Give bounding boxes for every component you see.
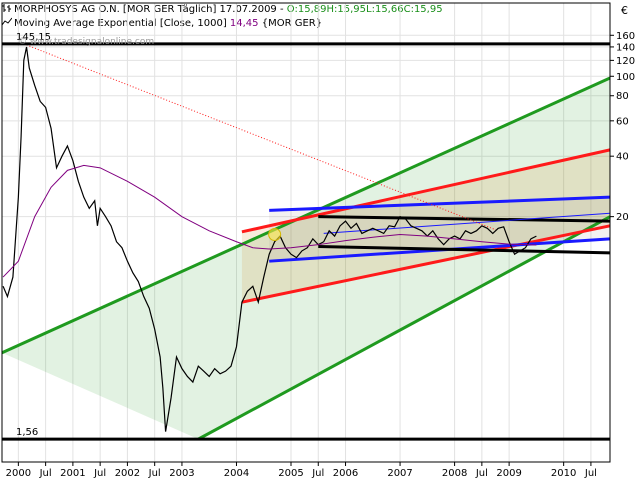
instrument-title: MORPHOSYS AG O.N. [MOR GER Täglich] 17.0…: [14, 4, 284, 15]
plot-frame: [1, 2, 611, 463]
thin-blue-line: [323, 212, 611, 234]
touch-marker: [268, 227, 282, 241]
line-chart-icon: [1, 17, 13, 27]
currency-label: €: [621, 4, 628, 17]
indicator-name: Moving Average Exponential [Close, 1000]: [14, 18, 227, 29]
x-tick-label: Jul: [93, 468, 106, 479]
price-line: [2, 46, 537, 432]
black-channel-lower: [318, 245, 611, 255]
black-channel-upper: [318, 215, 611, 223]
x-tick-label: 2001: [60, 468, 85, 479]
y-tick-label: 40: [616, 152, 629, 163]
grid: [2, 3, 610, 462]
x-tick-label: 2006: [333, 468, 358, 479]
green-channel-upper: [1, 76, 611, 355]
y-tick-label: 100: [616, 72, 635, 83]
red-channel-lower: [241, 224, 611, 304]
y-tick-label: 120: [616, 56, 635, 67]
horizontal-levels: 145,15 1,56: [2, 32, 610, 441]
x-tick-label: Jul: [39, 468, 52, 479]
x-tick-label: 2009: [496, 468, 521, 479]
level-label-high: 145,15: [16, 32, 51, 43]
indicator-legend: Moving Average Exponential [Close, 1000]…: [1, 17, 323, 30]
series-lines: [2, 46, 537, 432]
x-tick-label: 2008: [442, 468, 467, 479]
x-tick-label: 2002: [115, 468, 140, 479]
x-tick-label: 2007: [387, 468, 412, 479]
green-channel-lower: [197, 215, 611, 441]
chart-header: MORPHOSYS AG O.N. [MOR GER Täglich] 17.0…: [2, 3, 443, 16]
x-tick-label: 2005: [278, 468, 303, 479]
indicator-value: 14,45: [229, 18, 259, 29]
y-tick-label: 20: [616, 212, 629, 223]
x-tick-label: Jul: [584, 468, 597, 479]
x-tick-label: Jul: [475, 468, 488, 479]
dotted-red-line: [23, 43, 499, 232]
x-tick-label: 2003: [169, 468, 194, 479]
x-tick-label: 2000: [6, 468, 31, 479]
y-tick-label: 160: [616, 31, 635, 42]
y-tick-label: 60: [616, 116, 629, 127]
blue-channel-fill: [269, 197, 610, 262]
blue-channel-upper: [269, 195, 611, 212]
trend-lines: [1, 43, 611, 441]
y-tick-label: 140: [616, 42, 635, 53]
watermark: © www.tradesignalonline.com: [18, 37, 154, 47]
close-value: C:15,95: [403, 4, 443, 15]
x-tick-label: 2010: [551, 468, 576, 479]
x-tick-label: 2004: [224, 468, 249, 479]
x-tick-label: Jul: [148, 468, 161, 479]
y-tick-label: 80: [616, 91, 629, 102]
high-value: H:15,95: [326, 4, 367, 15]
low-value: L:15,66: [366, 4, 404, 15]
indicator-symbol: {MOR GER}: [261, 18, 323, 29]
red-channel-upper: [241, 148, 611, 234]
ema-line: [2, 164, 537, 278]
open-value: O:15,89: [286, 4, 327, 15]
level-label-low: 1,56: [16, 427, 38, 438]
x-tick-label: Jul: [311, 468, 324, 479]
